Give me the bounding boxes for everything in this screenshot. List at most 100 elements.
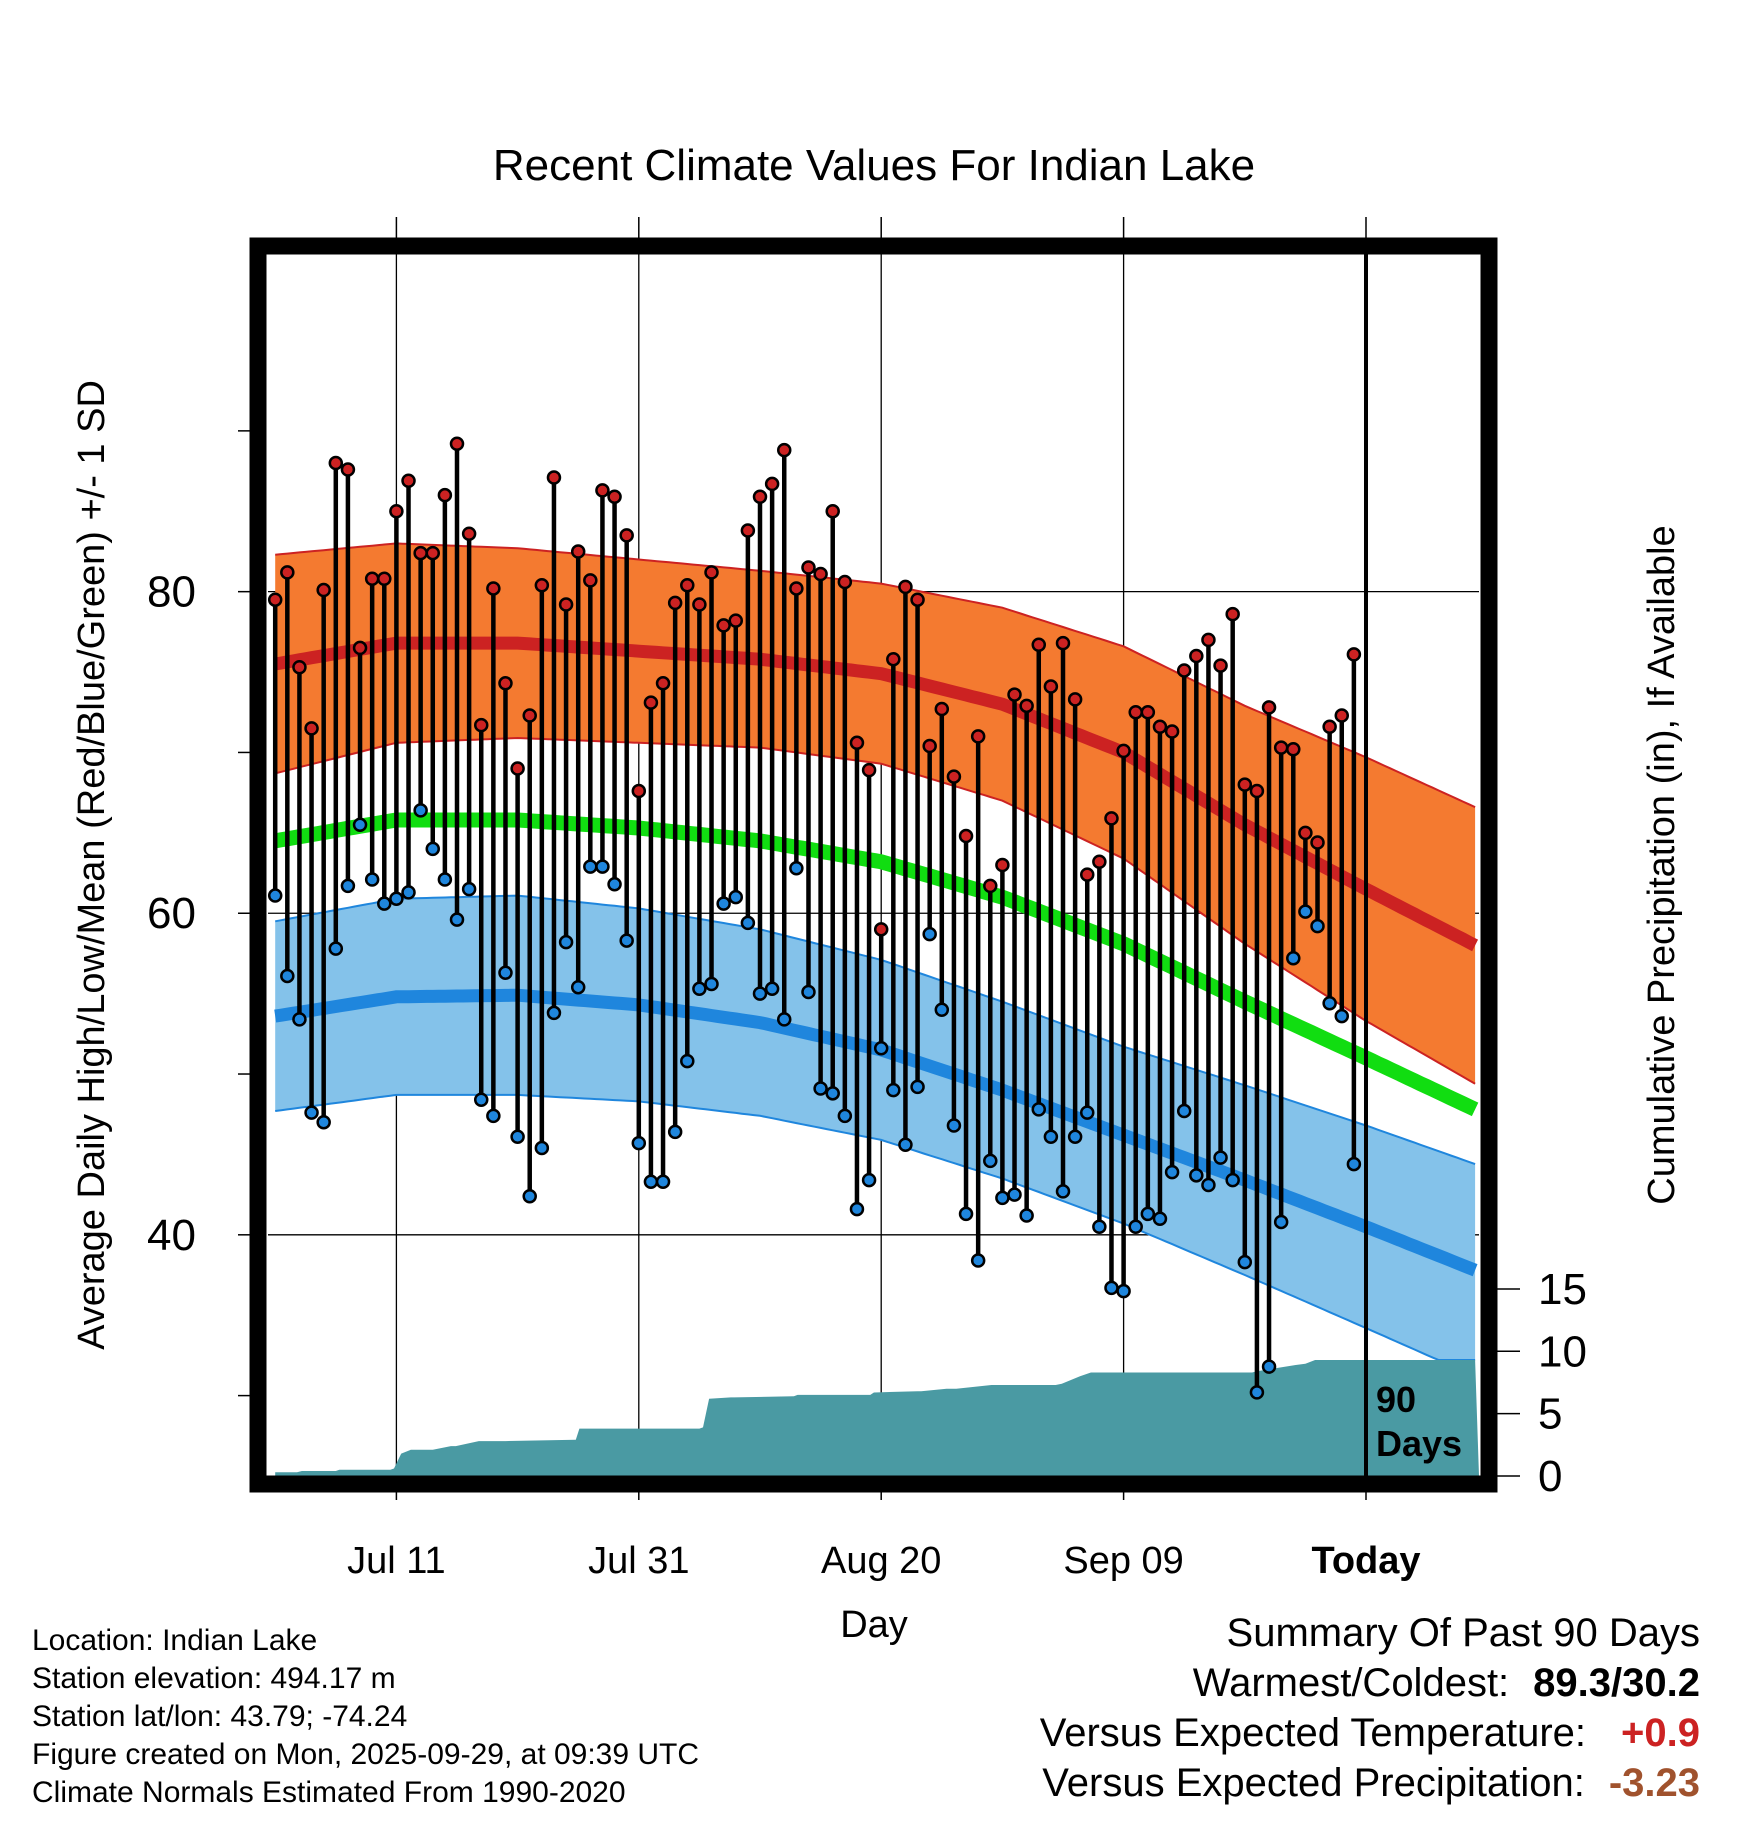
low-point	[1322, 996, 1337, 1011]
high-point	[1201, 632, 1216, 648]
high-point	[1225, 606, 1240, 622]
low-point	[886, 1082, 901, 1098]
low-point	[704, 976, 719, 992]
low-point	[570, 979, 586, 995]
high-band-lower-edge	[274, 736, 1476, 1085]
high-point	[789, 581, 804, 596]
high-point	[1189, 648, 1204, 664]
high-point	[1249, 783, 1265, 799]
x-tick-label: Today	[1311, 1540, 1420, 1582]
high-point	[486, 581, 501, 596]
high-point	[983, 878, 998, 894]
low-point	[449, 912, 465, 927]
high-point	[522, 708, 537, 723]
summary-temperature: Versus Expected Temperature: +0.9	[1040, 1708, 1700, 1758]
high-point	[352, 640, 368, 656]
low-point	[1346, 1156, 1362, 1172]
low-point	[946, 1118, 962, 1133]
high-point	[886, 651, 901, 667]
low-point	[352, 817, 368, 833]
low-point	[1237, 1254, 1253, 1270]
high-point	[1140, 705, 1156, 720]
low-point	[401, 885, 416, 900]
precipitation-value: -3.23	[1608, 1761, 1700, 1805]
high-point	[316, 582, 331, 598]
low-point	[692, 981, 707, 997]
high-point	[1067, 692, 1083, 707]
low-point	[873, 1041, 889, 1056]
high-point	[1092, 854, 1107, 870]
low-point	[1286, 951, 1301, 966]
high-point	[1019, 698, 1034, 714]
low-point	[655, 1174, 671, 1190]
latlon-text: Station lat/lon: 43.79; -74.24	[32, 1700, 408, 1733]
high-point	[570, 544, 586, 559]
warmest-value: 89.3/30.2	[1533, 1661, 1700, 1705]
high-point	[958, 828, 974, 844]
low-point	[389, 891, 404, 907]
high-point	[873, 922, 889, 937]
high-point	[1043, 679, 1059, 694]
high-point	[922, 738, 937, 754]
high-point	[1237, 777, 1253, 792]
summary-heading: Summary Of Past 90 Days	[1226, 1611, 1700, 1655]
low-point	[607, 877, 622, 892]
low-point	[583, 859, 598, 874]
y2-tick-label: 5	[1538, 1390, 1562, 1439]
low-point	[1298, 904, 1313, 919]
high-point	[449, 436, 465, 451]
y-tick-label: 40	[147, 1211, 196, 1260]
high-point	[1334, 708, 1350, 723]
low-point	[1176, 1103, 1192, 1119]
normals-text: Climate Normals Estimated From 1990-2020	[32, 1776, 626, 1809]
precipitation-area	[275, 1360, 1480, 1476]
high-point	[704, 565, 719, 580]
high-point	[1104, 811, 1119, 826]
high-point	[1055, 635, 1071, 651]
low-point	[764, 981, 780, 997]
low-point	[1249, 1385, 1265, 1400]
x-tick-label: Aug 20	[821, 1540, 941, 1582]
high-point	[583, 573, 598, 588]
high-point	[1152, 719, 1168, 734]
high-point	[1346, 647, 1362, 662]
high-point	[1031, 637, 1047, 652]
low-point	[1055, 1184, 1071, 1199]
plot-frame	[249, 237, 1498, 1493]
high-point	[437, 487, 453, 503]
high-point	[643, 695, 659, 710]
low-point	[1007, 1187, 1022, 1202]
low-point	[1019, 1208, 1034, 1223]
high-point	[1116, 743, 1131, 759]
high-point	[401, 473, 416, 488]
low-point	[619, 933, 634, 948]
warmest-label: Warmest/Coldest:	[1192, 1661, 1510, 1705]
high-point	[752, 489, 768, 505]
high-point	[280, 565, 295, 580]
low-point	[546, 1005, 562, 1021]
created-text: Figure created on Mon, 2025-09-29, at 09…	[32, 1738, 700, 1771]
today-label-number: 90	[1376, 1379, 1416, 1420]
low-point	[837, 1108, 853, 1124]
low-point	[486, 1108, 501, 1124]
high-point	[716, 618, 731, 633]
high-point	[461, 526, 477, 542]
x-tick-label: Jul 31	[588, 1540, 689, 1582]
low-point	[473, 1092, 489, 1108]
precipitation-fill	[275, 1360, 1480, 1476]
daily-markers	[267, 436, 1362, 1400]
low-point	[292, 1012, 307, 1027]
low-point	[631, 1135, 647, 1151]
high-point	[934, 701, 950, 717]
y2-tick-label: 0	[1538, 1452, 1562, 1501]
y-axis-ticks: 40 60 80	[147, 430, 250, 1397]
high-point	[377, 571, 392, 587]
low-point	[861, 1172, 877, 1188]
chart-title: Recent Climate Values For Indian Lake	[493, 141, 1255, 190]
low-point	[1152, 1211, 1168, 1226]
x-axis-label: Day	[840, 1604, 908, 1646]
high-point	[801, 560, 816, 575]
high-point	[328, 455, 344, 471]
low-point	[1128, 1219, 1143, 1235]
